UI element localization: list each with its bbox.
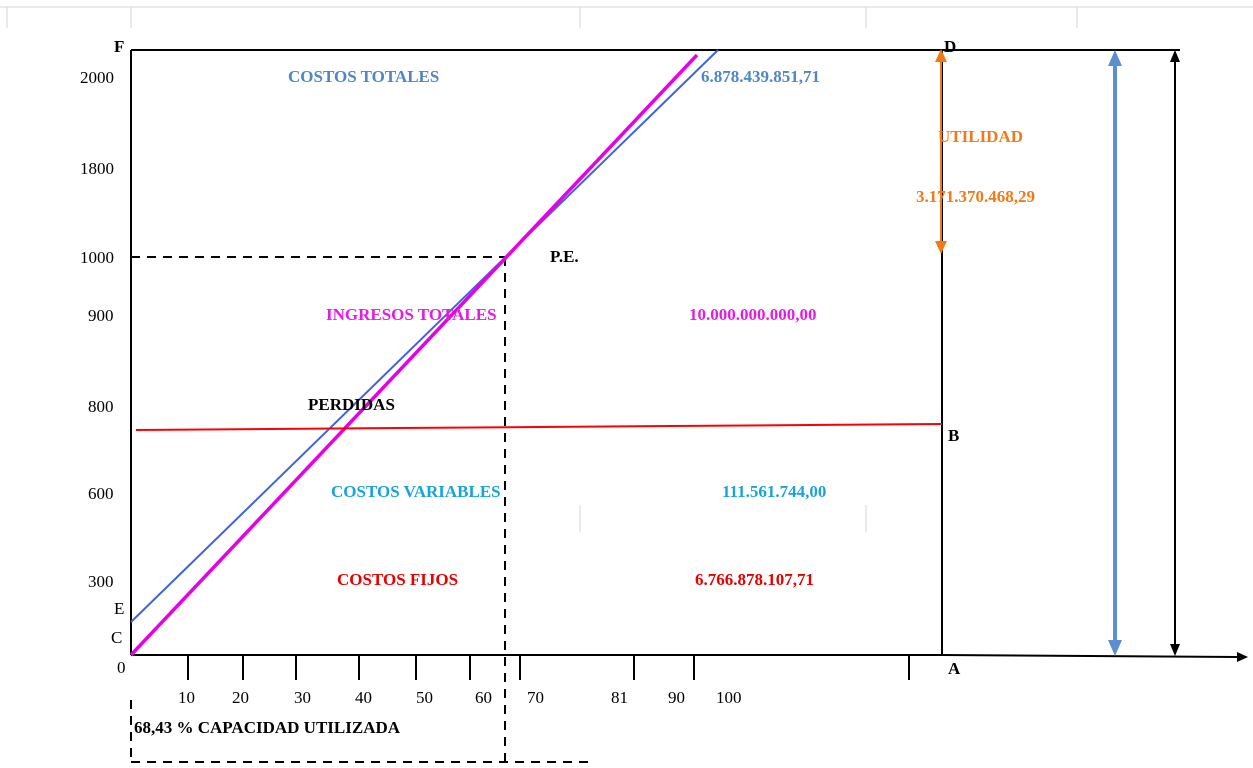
x-tick-label: 70 xyxy=(527,688,544,707)
y-tick-label: 1000 xyxy=(80,248,114,267)
black-arrowhead-top xyxy=(1170,50,1180,62)
x-axis-extension xyxy=(941,654,1239,658)
x-tick-label: 60 xyxy=(475,688,492,707)
label-perdidas: PERDIDAS xyxy=(308,395,395,414)
y-tick-label: 800 xyxy=(88,397,114,416)
guides xyxy=(130,256,590,763)
letter-b: B xyxy=(948,426,959,445)
value-costos-variables: 111.561.744,00 xyxy=(722,482,826,501)
background-grid xyxy=(0,6,1253,532)
x-tick-marks xyxy=(187,655,910,680)
black-arrowhead-bottom xyxy=(1170,644,1180,656)
series-line-costos-fijos xyxy=(135,423,943,431)
value-costos-fijos: 6.766.878.107,71 xyxy=(695,570,814,589)
x-tick-label: 100 xyxy=(716,688,742,707)
letter-e: E xyxy=(114,599,124,618)
y-tick-label: 1800 xyxy=(80,159,114,178)
y-tick-label: 600 xyxy=(88,484,114,503)
label-costos-variables: COSTOS VARIABLES xyxy=(331,482,501,501)
y-tick-label: 2000 xyxy=(80,68,114,87)
value-utilidad: 3.171.370.468,29 xyxy=(916,187,1035,206)
x-tick-label: 90 xyxy=(668,688,685,707)
letter-c: C xyxy=(111,628,122,647)
y-tick-label: 300 xyxy=(88,572,114,591)
letter-d: D xyxy=(944,37,956,56)
label-punto-equilibrio: P.E. xyxy=(550,247,579,266)
series-line-costos-totales xyxy=(130,49,719,623)
x-tick-label: 40 xyxy=(355,688,372,707)
value-costos-totales: 6.878.439.851,71 xyxy=(701,67,820,86)
label-costos-fijos: COSTOS FIJOS xyxy=(337,570,458,589)
letter-f: F xyxy=(114,37,124,56)
x-tick-label: 50 xyxy=(416,688,433,707)
x-axis-arrowhead xyxy=(1237,652,1248,662)
x-tick-label: 10 xyxy=(178,688,195,707)
letter-a: A xyxy=(948,659,961,678)
blue-arrowhead-bottom xyxy=(1108,640,1122,656)
value-ingresos-totales: 10.000.000.000,00 xyxy=(689,305,817,324)
label-utilidad: UTILIDAD xyxy=(938,127,1023,146)
utilidad-arrowhead-bottom xyxy=(935,241,947,254)
label-capacidad-utilizada: 68,43 % CAPACIDAD UTILIZADA xyxy=(134,718,401,737)
blue-arrowhead-top xyxy=(1108,50,1122,66)
x-tick-label: 81 xyxy=(611,688,628,707)
y-tick-label: 0 xyxy=(117,658,126,677)
x-tick-label: 30 xyxy=(294,688,311,707)
axes xyxy=(130,49,1239,658)
y-tick-label: 900 xyxy=(88,306,114,325)
label-costos-totales: COSTOS TOTALES xyxy=(288,67,439,86)
x-tick-label: 20 xyxy=(232,688,249,707)
label-ingresos-totales: INGRESOS TOTALES xyxy=(326,305,497,324)
utilidad-arrowhead-top xyxy=(935,49,947,62)
series-line-ingresos-totales xyxy=(129,53,699,657)
